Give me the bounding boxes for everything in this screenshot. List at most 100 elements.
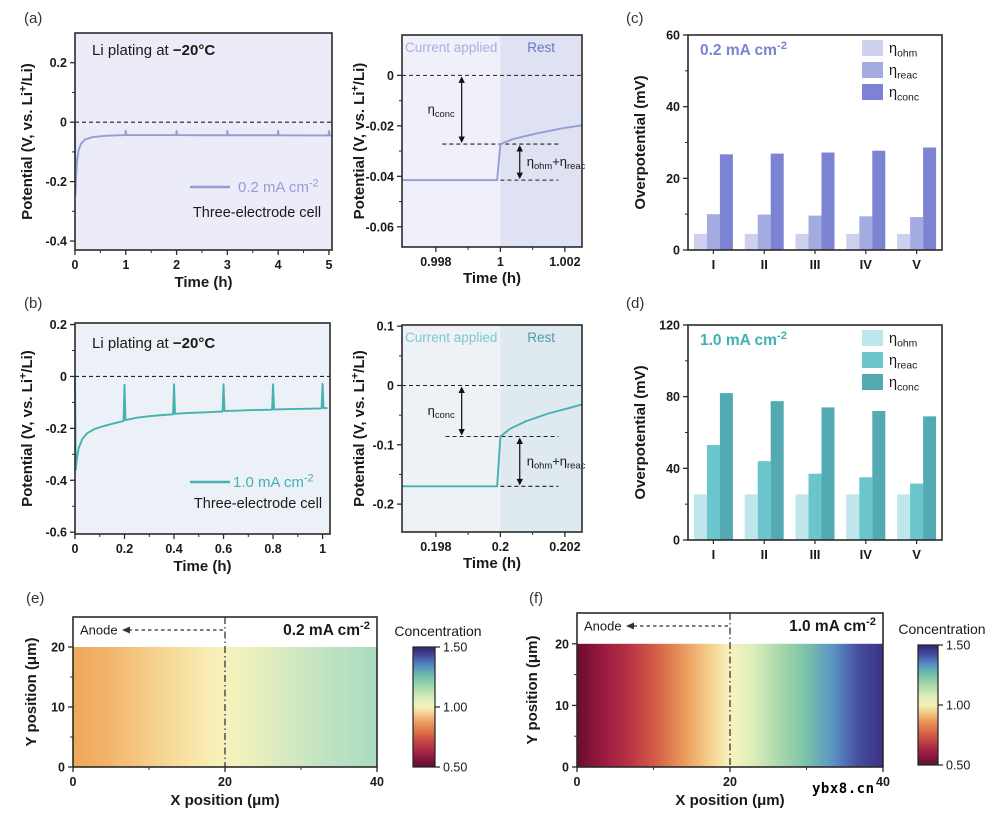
annotation-label: ηohm+ηreac bbox=[527, 453, 586, 470]
chart-title: 0.2 mA cm-2 bbox=[283, 620, 370, 639]
y-tick-label: 40 bbox=[666, 462, 680, 476]
chart-svg-e-heat: Anode 0.2 mA cm-2 0 20 40 0 10 20 X position (μm… bbox=[23, 616, 482, 809]
y-axis-label: Potential (V, vs. Li+/Li) bbox=[350, 350, 368, 507]
legend-swatch bbox=[862, 84, 883, 100]
x-tick-label: 0.202 bbox=[549, 540, 580, 554]
legend-swatch bbox=[862, 40, 883, 56]
y-tick-label: 0 bbox=[673, 534, 680, 548]
cell-note: Three-electrode cell bbox=[194, 496, 322, 512]
x-axis-label: X position (μm) bbox=[675, 792, 784, 809]
bar-conc bbox=[770, 153, 784, 250]
category-label: IV bbox=[860, 257, 873, 272]
panel-label-a: (a) bbox=[24, 10, 43, 27]
x-tick-label: 40 bbox=[370, 775, 384, 789]
region-label-current-applied: Current applied bbox=[405, 330, 497, 345]
legend-label: 0.2 mA cm-2 bbox=[238, 177, 318, 196]
y-tick-label: 0 bbox=[673, 244, 680, 258]
bar-ohm bbox=[693, 233, 707, 250]
plot-border bbox=[401, 324, 583, 533]
colorbar-title: Concentration bbox=[394, 623, 481, 639]
x-tick-label: 0 bbox=[72, 258, 79, 272]
y-tick-label: -0.4 bbox=[45, 235, 67, 249]
chart-title: 1.0 mA cm-2 bbox=[700, 330, 787, 349]
x-axis-label: Time (h) bbox=[173, 558, 231, 575]
region-current-applied bbox=[402, 35, 501, 247]
x-tick-label: 3 bbox=[224, 258, 231, 272]
panel-label-d: (d) bbox=[626, 295, 645, 312]
chart-b-rest-inset: ηconc ηohm+ηreac Current applied Rest 0.198 0… bbox=[349, 300, 615, 585]
x-tick-label: 0.6 bbox=[215, 542, 232, 556]
region-rest bbox=[500, 325, 582, 532]
legend-series-label: ηconc bbox=[889, 375, 919, 394]
arrowhead-up-icon bbox=[516, 145, 523, 152]
y-tick-label: 40 bbox=[666, 100, 680, 114]
chart-svg-a-inset: ηconc ηohm+ηreac Current applied Rest 0.998 1… bbox=[349, 34, 586, 287]
bar-ohm bbox=[795, 494, 809, 540]
y-tick-label: 0 bbox=[387, 69, 394, 83]
region-label-current-applied: Current applied bbox=[405, 40, 497, 55]
legend-series-label: ηreac bbox=[889, 353, 917, 372]
bar-ohm bbox=[897, 494, 911, 540]
x-tick-label: 0 bbox=[70, 775, 77, 789]
y-tick-label: 120 bbox=[659, 319, 680, 333]
panel-label-c: (c) bbox=[626, 10, 644, 27]
chart-svg-b-inset: ηconc ηohm+ηreac Current applied Rest 0.198 0… bbox=[349, 320, 586, 572]
series-line bbox=[402, 403, 583, 488]
arrowhead-down-icon bbox=[458, 136, 465, 144]
colorbar-tick-label: 0.50 bbox=[946, 759, 970, 773]
x-tick-label: 1 bbox=[122, 258, 129, 272]
bar-conc bbox=[821, 407, 835, 540]
chart-c-overpotential-bars: I II III IV V 0 20 40 60 Overpotential (mV) 0.2 mA… bbox=[615, 10, 997, 295]
chart-svg-a-main: 0 1 2 3 4 5 0.2 0 -0.2 -0.4 Time (h) Potential (V, … bbox=[17, 32, 333, 291]
y-axis-label: Overpotential (mV) bbox=[632, 75, 649, 209]
y-tick-label: 10 bbox=[555, 699, 569, 713]
legend-series-label: ηconc bbox=[889, 85, 919, 104]
bar-conc bbox=[872, 411, 886, 540]
legend-swatch bbox=[862, 374, 883, 390]
x-axis-label: X position (μm) bbox=[170, 792, 279, 809]
y-tick-label: 0.2 bbox=[50, 318, 67, 332]
y-tick-label: -0.1 bbox=[372, 438, 394, 452]
bar-conc bbox=[923, 147, 937, 250]
colorbar-title: Concentration bbox=[898, 621, 985, 637]
bar-conc bbox=[770, 401, 784, 540]
y-tick-label: -0.4 bbox=[45, 474, 67, 488]
bar-ohm bbox=[744, 494, 758, 540]
chart-svg-b-main: 0 0.2 0.4 0.6 0.8 1 0.2 0 -0.2 -0.4 -0.6 Time (h) Po… bbox=[17, 318, 331, 575]
x-axis-label: Time (h) bbox=[463, 270, 521, 287]
category-label: V bbox=[912, 257, 921, 272]
y-tick-label: 0 bbox=[60, 116, 67, 130]
category-label: II bbox=[761, 547, 768, 562]
bar-reac bbox=[706, 214, 720, 250]
panel-label-b: (b) bbox=[24, 295, 43, 312]
colorbar-tick-label: 1.00 bbox=[443, 701, 467, 715]
y-tick-label: -0.2 bbox=[45, 175, 67, 189]
x-tick-label: 0.198 bbox=[420, 540, 451, 554]
y-tick-label: -0.6 bbox=[45, 526, 67, 540]
bar-reac bbox=[757, 214, 771, 250]
bar-ohm bbox=[846, 494, 860, 540]
category-label: I bbox=[712, 257, 716, 272]
category-label: IV bbox=[860, 547, 873, 562]
chart-a-rest-inset: ηconc ηohm+ηreac Current applied Rest 0.998 1… bbox=[349, 15, 615, 300]
bar-ohm bbox=[897, 233, 911, 250]
bar-ohm bbox=[846, 233, 860, 250]
y-tick-label: 20 bbox=[555, 637, 569, 651]
anode-arrow-icon bbox=[626, 622, 634, 630]
bar-conc bbox=[872, 150, 886, 250]
y-tick-label: 10 bbox=[51, 701, 65, 715]
chart-f-concentration-heatmap: Anode 1.0 mA cm-2 0 20 40 0 10 20 X position (μm… bbox=[520, 585, 997, 825]
y-tick-label: 0 bbox=[58, 761, 65, 775]
bar-reac bbox=[808, 473, 822, 540]
y-tick-label: 20 bbox=[666, 172, 680, 186]
y-axis-label: Potential (V, vs. Li+/Li) bbox=[20, 63, 36, 220]
legend-swatch bbox=[862, 330, 883, 346]
inner-title: Li plating at −20°C bbox=[92, 335, 215, 352]
category-label: III bbox=[810, 257, 821, 272]
arrowhead-down-icon bbox=[516, 172, 523, 180]
region-current-applied bbox=[402, 325, 501, 532]
bar-reac bbox=[706, 445, 720, 540]
legend-swatch bbox=[862, 62, 883, 78]
legend-series-label: ηohm bbox=[889, 331, 917, 350]
